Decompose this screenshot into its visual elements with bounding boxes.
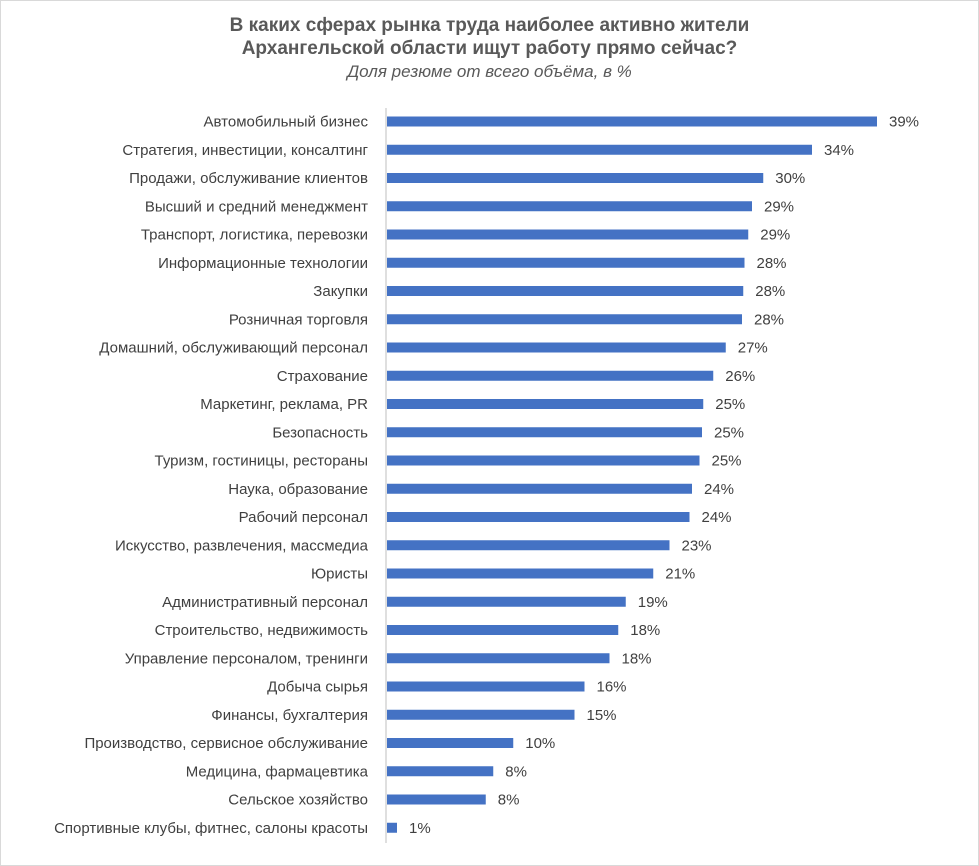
bar [387, 483, 692, 494]
bar [387, 455, 700, 466]
data-label: 26% [725, 368, 755, 385]
chart-title-line2: Архангельской области ищут работу прямо … [241, 38, 738, 59]
bar [387, 709, 575, 720]
data-label: 28% [757, 255, 787, 272]
data-label: 24% [704, 481, 734, 498]
category-label: Сельское хозяйство [228, 792, 368, 809]
bar [387, 286, 744, 296]
bar [387, 116, 877, 127]
category-label: Продажи, обслуживание клиентов [129, 170, 368, 187]
category-label: Строительство, недвижимость [155, 622, 369, 639]
category-label: Наука, образование [228, 481, 368, 498]
bar [387, 201, 752, 212]
data-label: 39% [889, 114, 919, 131]
bar [387, 794, 486, 805]
bar [387, 766, 494, 777]
category-label: Искусство, развлечения, массмедиа [115, 537, 369, 554]
data-label: 16% [597, 679, 627, 696]
bar [387, 144, 812, 155]
data-label: 29% [764, 198, 794, 215]
category-label: Страхование [277, 368, 368, 385]
category-label: Управление персоналом, тренинги [125, 650, 368, 667]
bar [387, 738, 514, 748]
data-label: 34% [824, 142, 854, 159]
data-label: 23% [682, 537, 712, 554]
data-label: 30% [775, 170, 805, 187]
data-label: 25% [712, 453, 742, 470]
data-label: 15% [587, 707, 617, 724]
data-label: 25% [715, 396, 745, 413]
bar [387, 625, 619, 635]
bar [387, 427, 702, 438]
category-label: Стратегия, инвестиции, консалтинг [122, 142, 368, 159]
data-label: 24% [702, 509, 732, 526]
chart-subtitle: Доля резюме от всего объёма, в % [347, 62, 632, 81]
category-label: Юристы [311, 566, 368, 583]
data-label: 18% [630, 622, 660, 639]
chart-title: В каких сферах рынка труда наиболее акти… [0, 14, 979, 60]
data-label: 28% [755, 283, 785, 300]
category-label: Административный персонал [162, 594, 368, 611]
category-label: Производство, сервисное обслуживание [84, 735, 368, 752]
category-label: Информационные технологии [158, 255, 368, 272]
data-label: 19% [638, 594, 668, 611]
category-label: Туризм, гостиницы, рестораны [155, 453, 368, 470]
bar [387, 257, 745, 268]
category-label: Высший и средний менеджмент [145, 198, 368, 215]
data-label: 27% [738, 340, 768, 357]
bar [387, 342, 726, 353]
category-label: Транспорт, логистика, перевозки [141, 227, 368, 244]
chart-title-line1: В каких сферах рынка труда наиболее акти… [229, 15, 750, 36]
bar [387, 540, 670, 551]
bar [387, 822, 397, 833]
category-label: Рабочий персонал [239, 509, 368, 526]
data-label: 1% [409, 820, 431, 837]
category-label: Безопасность [272, 424, 368, 441]
data-label: 18% [622, 650, 652, 667]
bar [387, 173, 764, 183]
bar [387, 512, 690, 522]
bar [387, 596, 626, 607]
category-label: Маркетинг, реклама, PR [200, 396, 368, 413]
category-label: Медицина, фармацевтика [186, 763, 369, 780]
category-label: Розничная торговля [229, 311, 368, 328]
data-label: 21% [665, 566, 695, 583]
bars-group: Автомобильный бизнес 39% Стратегия, инвест… [54, 114, 919, 837]
data-label: 29% [760, 227, 790, 244]
data-label: 8% [505, 763, 527, 780]
bar [387, 370, 714, 381]
bar [387, 399, 704, 409]
category-label: Добыча сырья [267, 679, 368, 696]
bar [387, 681, 585, 692]
data-label: 28% [754, 311, 784, 328]
data-label: 25% [714, 424, 744, 441]
data-label: 8% [498, 792, 520, 809]
category-label: Спортивные клубы, фитнес, салоны красоты [54, 820, 368, 837]
category-label: Домашний, обслуживающий персонал [99, 340, 368, 357]
bar [387, 568, 654, 579]
category-label: Финансы, бухгалтерия [211, 707, 368, 724]
bar [387, 229, 749, 240]
category-label: Закупки [313, 283, 368, 300]
bar [387, 314, 742, 325]
data-label: 10% [525, 735, 555, 752]
bar [387, 653, 610, 664]
category-label: Автомобильный бизнес [204, 114, 369, 131]
